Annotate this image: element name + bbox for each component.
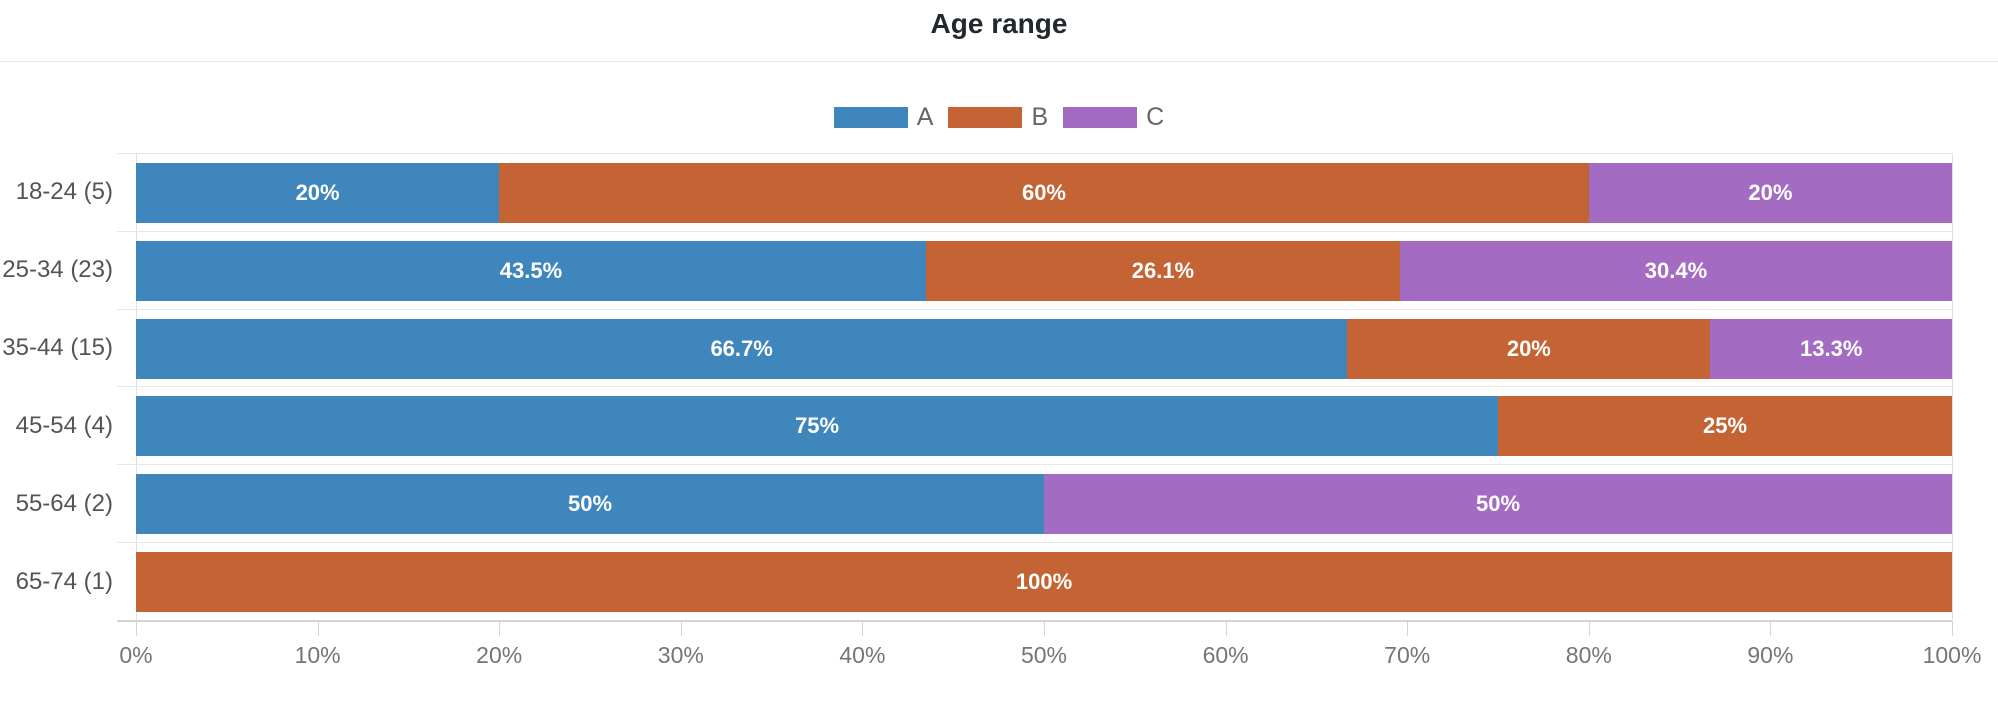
stacked-bar: 75% 25%	[136, 396, 1952, 457]
segment-value-label: 60%	[1021, 180, 1066, 205]
bar-segment-C[interactable]: 20%	[1588, 163, 1952, 223]
axis-tick-label: 90%	[1747, 642, 1794, 668]
chart-row: 25-34 (23) 43.5% 26.1% 30.4%	[2, 230, 1952, 309]
segment-value-label: 100%	[1015, 569, 1073, 595]
category-label: 55-64 (2)	[15, 489, 113, 517]
stacked-bar: 66.7% 20% 13.3%	[136, 318, 1952, 379]
axis-tick-label: 40%	[839, 642, 886, 668]
axis-tick-label: 80%	[1565, 642, 1612, 668]
segment-value-label: 75%	[794, 413, 840, 439]
axis-tick-mark	[1407, 621, 1409, 636]
bar-segment-C[interactable]: 13.3%	[1710, 318, 1952, 379]
segment-value-label: 20%	[295, 180, 340, 205]
axis-tick-mark	[862, 621, 864, 636]
bar-segment-B[interactable]: 26.1%	[925, 240, 1400, 301]
segment-value-label: 25%	[1702, 413, 1748, 439]
chart-row: 55-64 (2) 50% 50%	[16, 464, 1952, 542]
bar-segment-A[interactable]: 66.7%	[136, 318, 1348, 379]
segment-value-label: 26.1%	[1131, 257, 1195, 283]
legend-item-B[interactable]: B	[948, 103, 1048, 132]
axis-tick-label: 70%	[1384, 642, 1431, 668]
axis-tick-mark	[1770, 621, 1772, 636]
legend-label: A	[916, 103, 934, 131]
axis-tick-mark	[1952, 621, 1953, 636]
segment-value-label: 30.4%	[1644, 257, 1708, 283]
bar-segment-A[interactable]: 50%	[136, 474, 1044, 535]
bar-segment-B[interactable]: 25%	[1498, 396, 1952, 457]
plot-area: 18-24 (5) 20% 60% 20% 25-34 (23) 43.5% 26.1% 30…	[2, 153, 1953, 622]
category-label: 35-44 (15)	[2, 334, 113, 362]
gridline-100pct	[1952, 153, 1953, 620]
axis-tick-label: 60%	[1202, 642, 1249, 668]
category-label: 18-24 (5)	[15, 178, 113, 206]
segment-value-label: 43.5%	[499, 257, 563, 283]
axis-tick-mark	[499, 621, 501, 636]
axis-tick-mark	[317, 621, 319, 636]
axis-tick-label: 10%	[294, 642, 341, 668]
bar-segment-A[interactable]: 75%	[136, 396, 1498, 457]
bar-segment-B[interactable]: 100%	[136, 552, 1952, 613]
category-label: 25-34 (23)	[2, 256, 113, 284]
axis-tick-label: 30%	[657, 642, 704, 668]
stacked-bar: 50% 50%	[136, 474, 1952, 535]
stacked-bar: 100%	[136, 552, 1952, 613]
segment-value-label: 50%	[567, 491, 613, 517]
axis-tick-mark	[136, 621, 137, 636]
axis-tick-label: 100%	[1922, 642, 1982, 668]
segment-value-label: 50%	[1475, 491, 1521, 517]
axis-tick-mark	[1588, 621, 1590, 636]
axis-tick-label: 0%	[119, 642, 153, 668]
chart-row: 35-44 (15) 66.7% 20% 13.3%	[2, 308, 1952, 387]
segment-value-label: 66.7%	[710, 335, 773, 361]
bar-segment-C[interactable]: 30.4%	[1399, 240, 1952, 301]
legend-swatch-C	[1063, 107, 1138, 128]
legend-swatch-B	[948, 107, 1023, 128]
bar-segment-A[interactable]: 20%	[136, 163, 500, 223]
axis-tick-mark	[680, 621, 682, 636]
stacked-bar: 43.5% 26.1% 30.4%	[136, 240, 1952, 301]
chart-row: 65-74 (1) 100%	[16, 542, 1952, 620]
category-label: 65-74 (1)	[15, 567, 113, 595]
segment-value-label: 13.3%	[1800, 335, 1863, 361]
bar-segment-B[interactable]: 60%	[499, 163, 1589, 223]
legend-item-C[interactable]: C	[1063, 103, 1164, 132]
axis-tick-mark	[1225, 621, 1227, 636]
chart-title: Age range	[930, 8, 1068, 39]
segment-value-label: 20%	[1748, 180, 1793, 205]
segment-value-label: 20%	[1506, 335, 1551, 361]
legend-label: B	[1031, 103, 1049, 131]
bar-segment-C[interactable]: 50%	[1044, 474, 1952, 535]
legend: A B C	[0, 103, 1998, 132]
chart-row: 45-54 (4) 75% 25%	[16, 386, 1952, 464]
bar-segment-A[interactable]: 43.5%	[136, 240, 926, 301]
legend-label: C	[1146, 103, 1165, 131]
bar-segment-B[interactable]: 20%	[1347, 318, 1711, 379]
stacked-bar: 20% 60% 20%	[136, 163, 1952, 223]
legend-swatch-A	[833, 107, 908, 128]
category-label: 45-54 (4)	[15, 411, 113, 439]
axis-tick-mark	[1044, 621, 1045, 636]
axis-tick-label: 20%	[476, 642, 523, 668]
title-divider	[0, 61, 1998, 62]
legend-item-A[interactable]: A	[833, 103, 934, 132]
axis-tick-label: 50%	[1020, 642, 1068, 668]
chart-row: 18-24 (5) 20% 60% 20%	[16, 153, 1952, 231]
